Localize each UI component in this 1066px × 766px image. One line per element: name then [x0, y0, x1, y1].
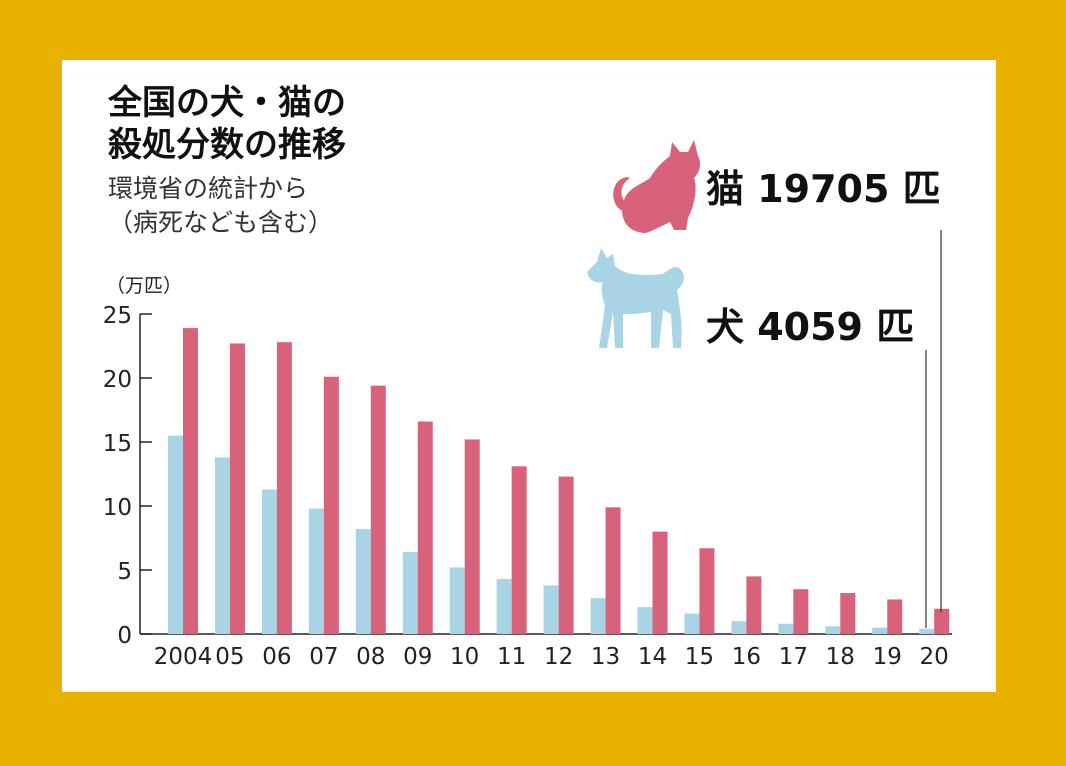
- x-tick-label: 17: [779, 644, 808, 670]
- y-tick-label: 20: [103, 367, 132, 393]
- dog-bar: [638, 607, 653, 634]
- y-tick-label: 5: [117, 559, 132, 585]
- title-line-1: 全国の犬・猫の: [108, 82, 346, 124]
- x-tick-label: 18: [826, 644, 855, 670]
- title-line-2: 殺処分数の推移: [108, 124, 346, 166]
- cat-bar: [746, 576, 761, 634]
- x-tick-label: 14: [638, 644, 667, 670]
- dog-bar: [591, 598, 606, 634]
- cat-bar: [559, 477, 574, 634]
- dog-bar: [684, 614, 699, 634]
- chart-title: 全国の犬・猫の 殺処分数の推移: [108, 82, 346, 166]
- dog-bar: [356, 529, 371, 634]
- dog-bar: [825, 626, 840, 634]
- y-tick-label: 10: [103, 495, 132, 521]
- chart-subtitle: 環境省の統計から （病死なども含む）: [108, 172, 333, 240]
- x-tick-label: 15: [685, 644, 714, 670]
- dog-callout: 犬 4059 匹: [706, 305, 914, 349]
- cat-bar: [512, 466, 527, 634]
- cat-bar: [606, 507, 621, 634]
- cat-bar: [887, 599, 902, 634]
- cat-bar: [183, 328, 198, 634]
- x-axis: 2004 05 06 07 08 09 10 11 12 13 14 15 16 17 18 19 20: [154, 644, 949, 670]
- dog-bar: [309, 509, 324, 634]
- cat-bar: [324, 377, 339, 634]
- x-tick-label: 20: [920, 644, 949, 670]
- dog-bar: [778, 624, 793, 634]
- x-tick-label: 13: [591, 644, 620, 670]
- y-unit-label: （万匹）: [106, 275, 182, 297]
- x-tick-label: 16: [732, 644, 761, 670]
- x-tick-label: 11: [497, 644, 526, 670]
- x-tick-label: 19: [873, 644, 902, 670]
- cat-bar: [230, 343, 245, 634]
- dog-bar: [919, 629, 934, 634]
- dog-bar: [872, 628, 887, 634]
- dog-bar: [450, 567, 465, 634]
- x-tick-label: 06: [262, 644, 291, 670]
- y-tick-label: 0: [117, 623, 132, 649]
- cat-bar: [418, 422, 433, 634]
- dog-bar: [497, 579, 512, 634]
- x-tick-label: 2004: [154, 644, 213, 670]
- cat-bar: [465, 439, 480, 634]
- dog-bar: [731, 621, 746, 634]
- x-tick-label: 09: [403, 644, 432, 670]
- cat-bar: [277, 342, 292, 634]
- y-tick-label: 25: [103, 303, 132, 329]
- x-tick-label: 05: [215, 644, 244, 670]
- dog-bar: [168, 436, 183, 634]
- cat-bar: [653, 532, 668, 634]
- cat-callout: 猫 19705 匹: [706, 167, 941, 211]
- cat-bar: [934, 609, 949, 634]
- cat-bar: [371, 386, 386, 634]
- cat-bar: [840, 593, 855, 634]
- dog-bar: [403, 552, 418, 634]
- cat-silhouette-icon: [613, 140, 700, 233]
- dog-bar: [544, 585, 559, 634]
- cat-bar: [793, 589, 808, 634]
- subtitle-line-2: （病死なども含む）: [108, 206, 333, 240]
- dog-silhouette-icon: [587, 248, 684, 348]
- bars: [168, 328, 949, 634]
- x-tick-label: 07: [309, 644, 338, 670]
- subtitle-line-1: 環境省の統計から: [108, 172, 333, 206]
- y-tick-label: 15: [103, 431, 132, 457]
- x-tick-label: 10: [450, 644, 479, 670]
- x-tick-label: 08: [356, 644, 385, 670]
- dog-bar: [215, 457, 230, 634]
- x-tick-label: 12: [544, 644, 573, 670]
- dog-bar: [262, 489, 277, 634]
- cat-bar: [699, 548, 714, 634]
